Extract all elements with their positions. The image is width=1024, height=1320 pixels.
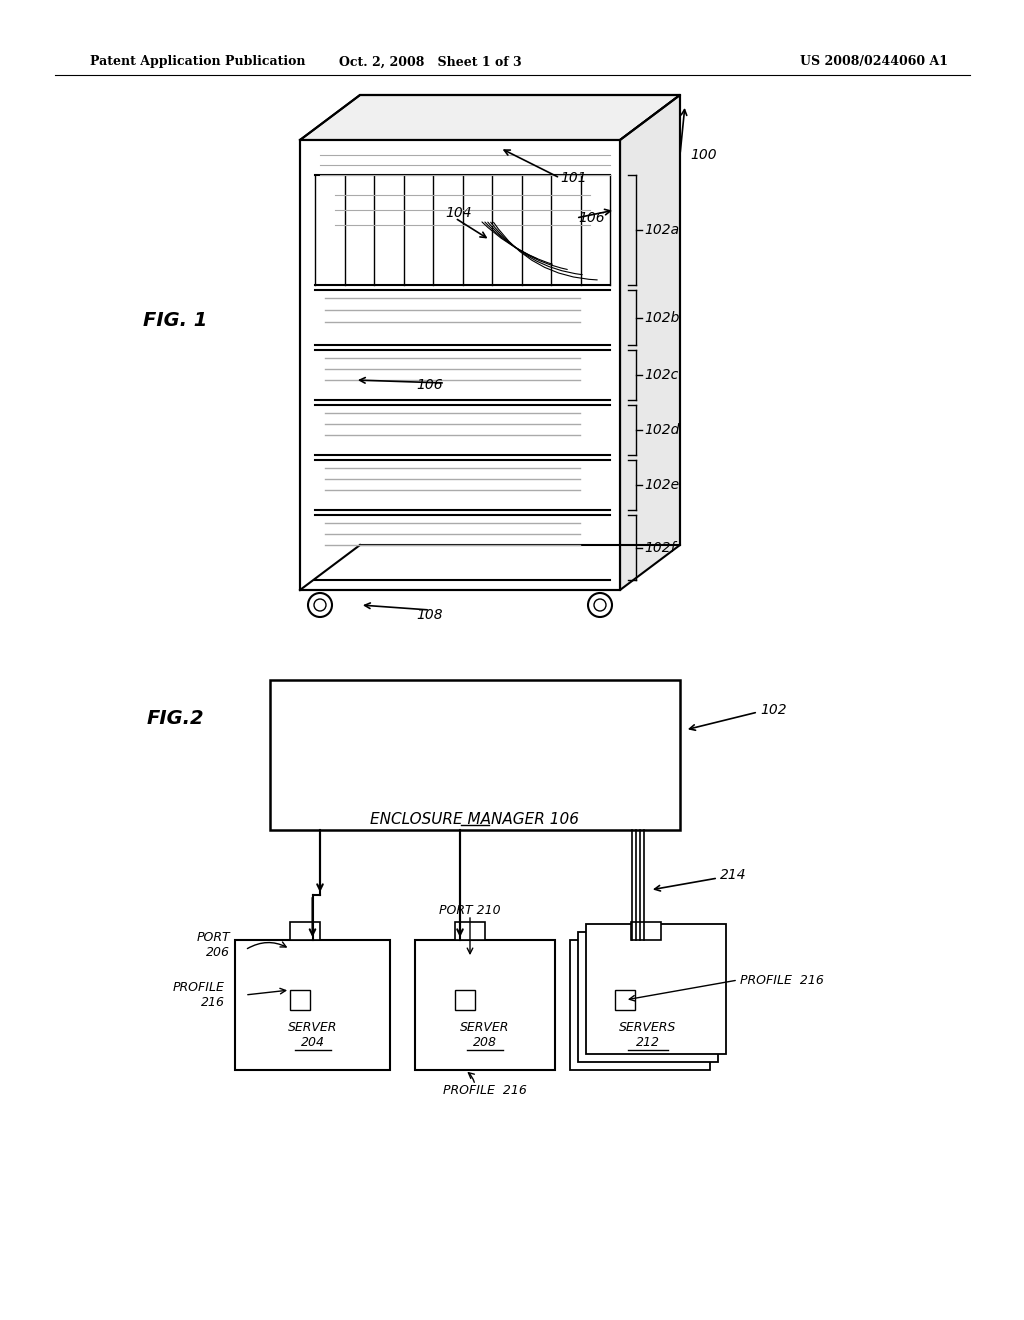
Text: 102a: 102a [644, 223, 679, 238]
Polygon shape [620, 95, 680, 590]
Text: SERVER
204: SERVER 204 [288, 1020, 337, 1049]
Text: FIG.2: FIG.2 [146, 709, 204, 727]
Polygon shape [300, 140, 620, 590]
Bar [631, 921, 662, 940]
Bar [578, 932, 718, 1063]
Text: PORT 210: PORT 210 [439, 903, 501, 916]
Text: SERVERS
212: SERVERS 212 [620, 1020, 677, 1049]
Text: 102e: 102e [644, 478, 679, 492]
Bar [615, 990, 635, 1010]
Text: 102d: 102d [644, 422, 679, 437]
Bar [234, 940, 390, 1071]
Circle shape [594, 599, 606, 611]
Text: 106: 106 [417, 378, 443, 392]
Text: 108: 108 [417, 609, 443, 622]
Bar [455, 921, 485, 940]
Text: 102f: 102f [644, 540, 676, 554]
Text: SERVER
208: SERVER 208 [461, 1020, 510, 1049]
Bar [455, 990, 475, 1010]
Text: 214: 214 [720, 869, 746, 882]
Circle shape [588, 593, 612, 616]
Text: PROFILE  216: PROFILE 216 [740, 974, 824, 986]
Text: Patent Application Publication: Patent Application Publication [90, 55, 305, 69]
Text: Oct. 2, 2008   Sheet 1 of 3: Oct. 2, 2008 Sheet 1 of 3 [339, 55, 521, 69]
Text: 102b: 102b [644, 310, 679, 325]
Text: 100: 100 [690, 148, 717, 162]
Bar [290, 921, 319, 940]
Text: PROFILE
216: PROFILE 216 [173, 981, 225, 1008]
Bar [290, 990, 310, 1010]
Text: 101: 101 [560, 172, 587, 185]
Bar [570, 940, 710, 1071]
Bar [270, 680, 680, 830]
Text: PROFILE  216: PROFILE 216 [443, 1084, 527, 1097]
Circle shape [308, 593, 332, 616]
Text: US 2008/0244060 A1: US 2008/0244060 A1 [800, 55, 948, 69]
Text: PORT
206: PORT 206 [197, 931, 230, 960]
Text: 102: 102 [760, 704, 786, 717]
Bar [586, 924, 726, 1053]
Text: 106: 106 [578, 211, 604, 224]
Bar [415, 940, 555, 1071]
Text: FIG. 1: FIG. 1 [142, 310, 207, 330]
Circle shape [314, 599, 326, 611]
Text: ENCLOSURE MANAGER 106: ENCLOSURE MANAGER 106 [371, 813, 580, 828]
Text: 102c: 102c [644, 368, 678, 381]
Polygon shape [300, 95, 680, 140]
Text: 104: 104 [445, 206, 472, 220]
